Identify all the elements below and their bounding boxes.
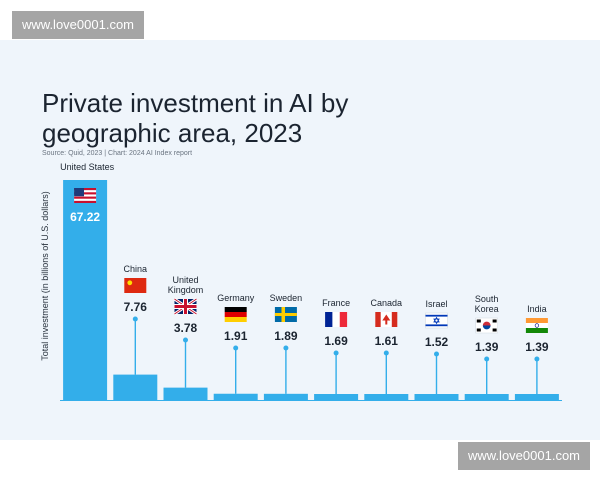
category-label-2-0: United bbox=[172, 275, 198, 285]
value-label-3: 1.91 bbox=[224, 329, 248, 343]
category-label-7-0: Israel bbox=[425, 299, 447, 309]
bar-9 bbox=[514, 394, 559, 400]
category-label-8-1: Korea bbox=[475, 304, 499, 314]
south-korea-flag-icon bbox=[475, 317, 498, 334]
value-label-0: 67.22 bbox=[70, 210, 100, 224]
leader-dot-8 bbox=[484, 356, 490, 362]
germany-flag-icon bbox=[224, 307, 247, 322]
category-label-1-0: China bbox=[124, 264, 148, 274]
canada-flag-icon bbox=[375, 312, 398, 327]
chart-title-line-2: geographic area, 2023 bbox=[42, 118, 303, 148]
category-label-3-0: Germany bbox=[217, 293, 255, 303]
watermark-top: www.love0001.com bbox=[12, 11, 144, 39]
category-label-0: United States bbox=[60, 162, 115, 172]
leader-dot-3 bbox=[233, 345, 239, 351]
bar-4 bbox=[263, 393, 308, 400]
uk-flag-icon bbox=[173, 297, 198, 316]
us-flag-icon bbox=[74, 188, 97, 203]
category-label-4-0: Sweden bbox=[270, 293, 303, 303]
leader-dot-5 bbox=[333, 350, 339, 356]
bar-6 bbox=[364, 394, 409, 400]
israel-flag-icon bbox=[425, 312, 448, 329]
bar-7 bbox=[414, 394, 459, 400]
leader-dot-2 bbox=[183, 337, 188, 343]
bar-8 bbox=[464, 394, 509, 400]
china-flag-icon bbox=[124, 278, 147, 293]
category-label-6-0: Canada bbox=[371, 298, 403, 308]
sweden-flag-icon bbox=[274, 307, 297, 322]
bar-0 bbox=[63, 180, 108, 400]
bar-1 bbox=[113, 374, 158, 400]
leader-dot-4 bbox=[283, 345, 289, 351]
value-label-2: 3.78 bbox=[174, 321, 198, 335]
value-label-6: 1.61 bbox=[375, 334, 399, 348]
value-label-4: 1.89 bbox=[274, 329, 298, 343]
chart-title: Private investment in AI by geographic a… bbox=[42, 88, 462, 148]
chart-title-line-1: Private investment in AI by bbox=[42, 88, 349, 118]
value-label-8: 1.39 bbox=[475, 340, 499, 354]
watermark-bottom: www.love0001.com bbox=[458, 442, 590, 470]
value-label-5: 1.69 bbox=[324, 334, 348, 348]
category-label-8-0: South bbox=[475, 294, 499, 304]
category-label-2-1: Kingdom bbox=[168, 285, 204, 295]
value-label-1: 7.76 bbox=[124, 300, 148, 314]
bar-2 bbox=[163, 387, 208, 400]
chart-source: Source: Quid, 2023 | Chart: 2024 AI Inde… bbox=[42, 150, 193, 157]
category-label-9-0: India bbox=[527, 304, 547, 314]
bar-3 bbox=[213, 393, 258, 400]
india-flag-icon bbox=[525, 318, 548, 333]
leader-dot-7 bbox=[434, 351, 439, 357]
france-flag-icon bbox=[325, 312, 348, 327]
leader-dot-9 bbox=[534, 356, 540, 362]
bar-5 bbox=[314, 394, 359, 400]
value-label-9: 1.39 bbox=[525, 340, 549, 354]
leader-dot-1 bbox=[132, 316, 138, 322]
value-label-7: 1.52 bbox=[425, 335, 449, 349]
category-label-5-0: France bbox=[322, 298, 350, 308]
leader-dot-6 bbox=[383, 350, 389, 356]
